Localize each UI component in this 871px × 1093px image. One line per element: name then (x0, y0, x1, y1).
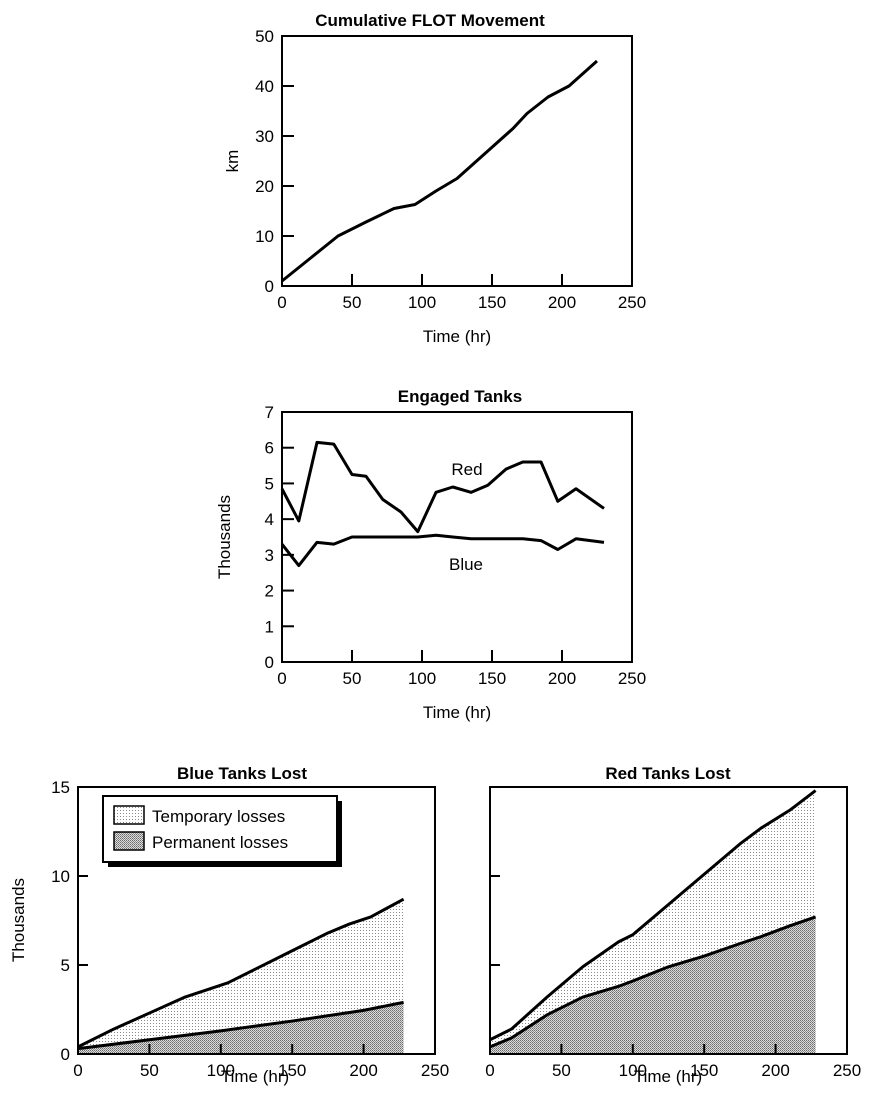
y-axis-label: km (223, 150, 242, 173)
x-tick-label: 250 (833, 1061, 861, 1080)
y-tick-label: 2 (265, 582, 274, 601)
y-tick-label: 50 (255, 27, 274, 46)
x-tick-label: 250 (618, 669, 646, 688)
x-tick-label: 150 (278, 1061, 306, 1080)
chart-engaged: Engaged Tanks 0 50 100 150 200 250 0 1 2 3 4 5 6 7 Re… (215, 387, 646, 722)
y-tick-label: 0 (265, 653, 274, 672)
y-axis-label: Thousands (9, 878, 28, 962)
y-tick-label: 10 (51, 867, 70, 886)
x-tick-label: 100 (207, 1061, 235, 1080)
y-tick-label: 0 (61, 1045, 70, 1064)
legend-label-permanent: Permanent losses (152, 833, 288, 852)
x-tick-label: 50 (343, 669, 362, 688)
x-tick-label: 100 (408, 669, 436, 688)
x-tick-label: 0 (73, 1061, 82, 1080)
y-tick-label: 3 (265, 546, 274, 565)
y-tick-label: 1 (265, 617, 274, 636)
x-tick-label: 50 (552, 1061, 571, 1080)
line-permanent-losses (489, 915, 817, 1049)
legend-swatch-permanent (113, 831, 145, 851)
chart-title: Cumulative FLOT Movement (315, 11, 545, 30)
x-axis-label: Time (hr) (423, 703, 491, 722)
tick-group: 0 50 100 150 200 250 (485, 875, 861, 1080)
series-group (281, 59, 598, 283)
series-label-red: Red (451, 460, 482, 479)
y-tick-label: 5 (61, 956, 70, 975)
y-tick-label: 10 (255, 227, 274, 246)
x-tick-label: 200 (548, 669, 576, 688)
line-red (280, 440, 605, 534)
x-tick-label: 200 (761, 1061, 789, 1080)
x-tick-label: 200 (548, 293, 576, 312)
y-tick-label: 20 (255, 177, 274, 196)
tick-group: 0 50 100 150 200 250 0 5 10 15 (51, 778, 449, 1080)
y-tick-label: 15 (51, 778, 70, 797)
legend-swatch-temporary (113, 805, 145, 825)
chart-red-lost: Red Tanks Lost 0 50 100 150 200 250 Time (hr) (485, 764, 861, 1086)
plot-frame (281, 35, 633, 287)
tick-group: 0 50 100 150 200 250 0 10 20 30 40 50 (255, 27, 646, 312)
chart-title: Engaged Tanks (398, 387, 522, 406)
legend-label-temporary: Temporary losses (152, 807, 285, 826)
line-blue (280, 533, 605, 568)
x-tick-label: 100 (408, 293, 436, 312)
series-group (489, 789, 817, 1054)
line-temporary-losses (77, 897, 405, 1049)
y-tick-label: 4 (265, 510, 274, 529)
x-tick-label: 0 (277, 293, 286, 312)
y-tick-label: 5 (265, 474, 274, 493)
series-label-blue: Blue (449, 555, 483, 574)
x-tick-label: 250 (618, 293, 646, 312)
x-axis-label: Time (hr) (423, 327, 491, 346)
x-tick-label: 0 (485, 1061, 494, 1080)
line-permanent-losses (77, 1000, 404, 1051)
x-tick-label: 150 (690, 1061, 718, 1080)
y-tick-label: 40 (255, 77, 274, 96)
x-tick-label: 200 (349, 1061, 377, 1080)
y-axis-label: Thousands (215, 495, 234, 579)
x-axis-label: Time (hr) (221, 1067, 289, 1086)
x-axis-label: Time (hr) (634, 1067, 702, 1086)
y-tick-label: 0 (265, 277, 274, 296)
plot-frame (489, 786, 848, 1055)
line-temporary-losses (489, 789, 817, 1042)
x-tick-label: 50 (343, 293, 362, 312)
x-tick-label: 0 (277, 669, 286, 688)
area-permanent-losses (490, 916, 816, 1054)
chart-blue-lost: Blue Tanks Lost 0 50 100 150 200 250 0 5 10 15 Te… (9, 764, 449, 1086)
x-tick-label: 150 (478, 669, 506, 688)
chart-title: Blue Tanks Lost (177, 764, 307, 783)
y-tick-label: 7 (265, 403, 274, 422)
series-group (280, 440, 605, 568)
x-tick-label: 150 (478, 293, 506, 312)
chart-flot: Cumulative FLOT Movement 0 50 100 150 200 250… (223, 11, 646, 346)
tick-group: 0 50 100 150 200 250 0 1 2 3 4 5 6 7 (265, 403, 647, 688)
plot-frame (281, 411, 633, 663)
x-tick-label: 100 (619, 1061, 647, 1080)
line-series-0 (281, 59, 598, 283)
y-tick-label: 30 (255, 127, 274, 146)
chart-title: Red Tanks Lost (605, 764, 731, 783)
series-group (77, 897, 405, 1054)
legend: Temporary losses Permanent losses (102, 795, 342, 867)
plot-frame (77, 786, 436, 1055)
x-tick-label: 250 (421, 1061, 449, 1080)
y-tick-label: 6 (265, 439, 274, 458)
x-tick-label: 50 (140, 1061, 159, 1080)
